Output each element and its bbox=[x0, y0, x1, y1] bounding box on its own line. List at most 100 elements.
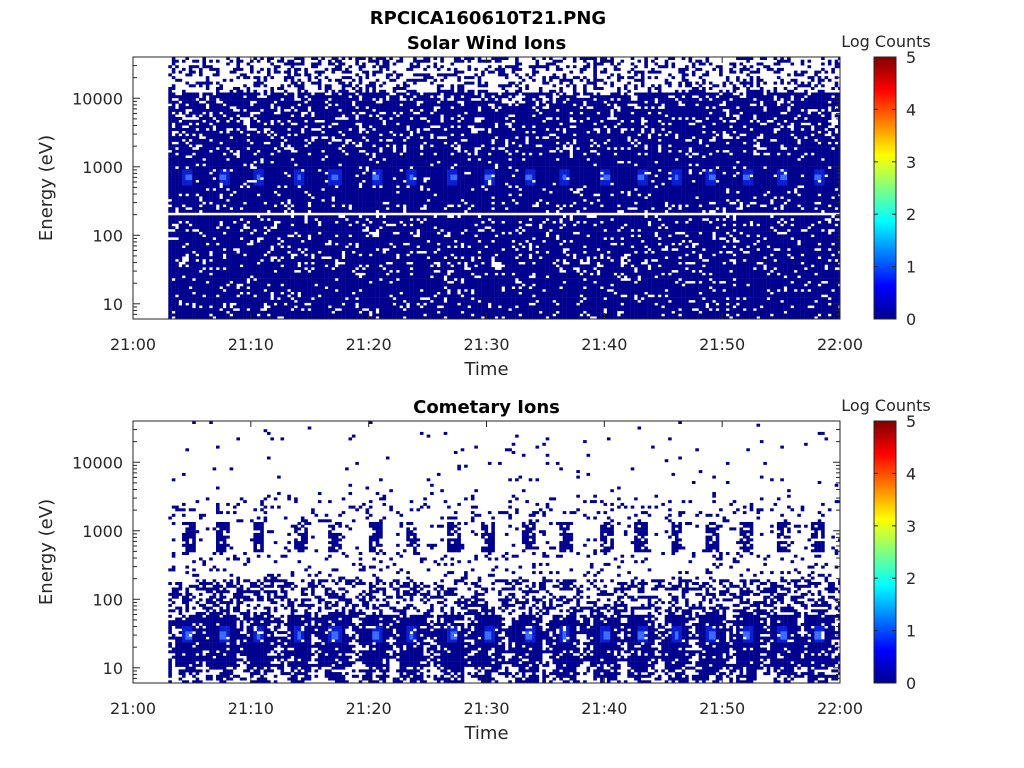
spectrogram-cell bbox=[239, 278, 244, 282]
spectrogram-cell bbox=[307, 188, 312, 191]
spectrogram-cell bbox=[338, 185, 342, 189]
spectrogram-cell bbox=[351, 125, 356, 129]
spectrogram-cell bbox=[314, 299, 319, 303]
spectrogram-cell bbox=[379, 158, 383, 161]
spectrogram-cell bbox=[355, 248, 359, 251]
spectrogram-cell bbox=[345, 95, 349, 99]
spectrogram-cell bbox=[212, 226, 217, 230]
spectrogram-cell bbox=[348, 152, 353, 156]
spectrogram-cell bbox=[287, 185, 291, 189]
spectrogram-cell bbox=[345, 302, 349, 306]
spectrogram-cell bbox=[307, 147, 312, 151]
spectrogram-cell bbox=[355, 198, 359, 202]
spectrogram-cell bbox=[236, 62, 240, 66]
spectrogram-cell bbox=[338, 125, 342, 129]
spectrogram-cell bbox=[216, 182, 220, 186]
spectrogram-cell bbox=[175, 204, 179, 208]
spectrogram-cell bbox=[239, 168, 244, 172]
spectrogram-cell bbox=[260, 144, 264, 148]
spectrogram-cell bbox=[188, 198, 193, 202]
spectrogram-cell bbox=[304, 280, 308, 284]
spectrogram-cell bbox=[375, 261, 380, 265]
spectrogram-cell bbox=[358, 250, 363, 254]
spectrogram-cell bbox=[365, 92, 370, 96]
spectrogram-cell bbox=[236, 188, 240, 191]
spectrogram-cell bbox=[233, 239, 237, 243]
spectrogram-cell bbox=[314, 237, 319, 241]
spectrogram-cell bbox=[365, 84, 370, 88]
spectrogram-cell bbox=[182, 147, 186, 151]
spectrogram-cell bbox=[199, 185, 203, 189]
spectrogram-cell bbox=[178, 237, 183, 241]
spectrogram-cell bbox=[185, 223, 189, 227]
spectrogram-cell bbox=[328, 280, 332, 284]
spectrogram-cell bbox=[202, 226, 206, 230]
spectrogram-cell bbox=[175, 302, 179, 306]
spectrogram-cell bbox=[389, 264, 393, 268]
spectrogram-cell bbox=[317, 62, 322, 66]
spectrogram-cell bbox=[311, 160, 315, 164]
spectrogram-cell bbox=[280, 302, 285, 306]
spectrogram-cell bbox=[236, 97, 240, 101]
spectrogram-cell bbox=[185, 275, 189, 279]
spectrogram-cell bbox=[270, 218, 274, 221]
spectrogram-cell bbox=[382, 302, 387, 306]
spectrogram-cell bbox=[321, 253, 325, 257]
spectrogram-cell bbox=[199, 128, 203, 131]
spectrogram-cell bbox=[250, 316, 254, 319]
spectrogram-cell bbox=[222, 144, 227, 148]
spectrogram-cell bbox=[280, 125, 285, 129]
spectrogram-cell bbox=[324, 313, 329, 317]
spectrogram-cell bbox=[253, 158, 257, 161]
spectrogram-cell bbox=[372, 87, 376, 90]
spectrogram-cell bbox=[182, 294, 186, 298]
spectrogram-cell bbox=[365, 245, 370, 249]
spectrogram-cell bbox=[287, 163, 291, 167]
spectrogram-cell bbox=[321, 267, 325, 271]
spectrogram-cell bbox=[283, 76, 288, 80]
spectrogram-cell bbox=[317, 149, 322, 153]
spectrogram-cell bbox=[334, 95, 339, 99]
spectrogram-cell bbox=[277, 264, 281, 268]
spectrogram-cell bbox=[267, 223, 271, 227]
spectrogram-cell bbox=[182, 185, 186, 189]
spectrogram-cell bbox=[297, 62, 302, 66]
spectrogram-cell bbox=[226, 190, 230, 194]
spectrogram-cell bbox=[212, 193, 217, 197]
spectrogram-cell bbox=[351, 289, 356, 292]
spectrogram-cell bbox=[372, 297, 376, 301]
spectrogram-cell bbox=[250, 168, 254, 172]
spectrogram-cell bbox=[379, 289, 383, 292]
spectrogram-cell bbox=[171, 144, 176, 148]
spectrogram-cell bbox=[260, 316, 264, 319]
spectrogram-cell bbox=[375, 220, 380, 224]
spectrogram-cell bbox=[331, 280, 336, 284]
spectrogram-cell bbox=[294, 138, 298, 142]
spectrogram-cell bbox=[314, 261, 319, 265]
spectrogram-cell bbox=[182, 103, 186, 107]
spectrogram-cell bbox=[188, 215, 193, 219]
spectrogram-cell bbox=[372, 316, 376, 319]
spectrogram-cell bbox=[324, 111, 329, 115]
spectrogram-cell bbox=[345, 299, 349, 303]
spectrogram-cell bbox=[385, 267, 390, 271]
spectrogram-cell bbox=[212, 297, 217, 301]
spectrogram-cell bbox=[202, 81, 206, 85]
spectrogram-cell bbox=[345, 234, 349, 238]
spectrogram-cell bbox=[188, 171, 193, 175]
spectrogram-cell bbox=[222, 138, 227, 142]
spectrogram-cell bbox=[294, 168, 298, 172]
spectrogram-cell bbox=[372, 95, 376, 99]
spectrogram-cell bbox=[202, 179, 206, 183]
spectrogram-cell bbox=[188, 65, 193, 69]
spectrogram-cell bbox=[209, 294, 213, 298]
spectrogram-cell bbox=[375, 253, 380, 257]
spectrogram-cell bbox=[372, 237, 376, 241]
spectrogram-cell bbox=[304, 297, 308, 301]
spectrogram-cell bbox=[287, 168, 291, 172]
spectrogram-cell bbox=[334, 237, 339, 241]
spectrogram-cell bbox=[307, 278, 312, 282]
spectrogram-cell bbox=[192, 97, 196, 101]
spectrogram-cell bbox=[246, 92, 251, 96]
spectrogram-cell bbox=[372, 163, 376, 167]
